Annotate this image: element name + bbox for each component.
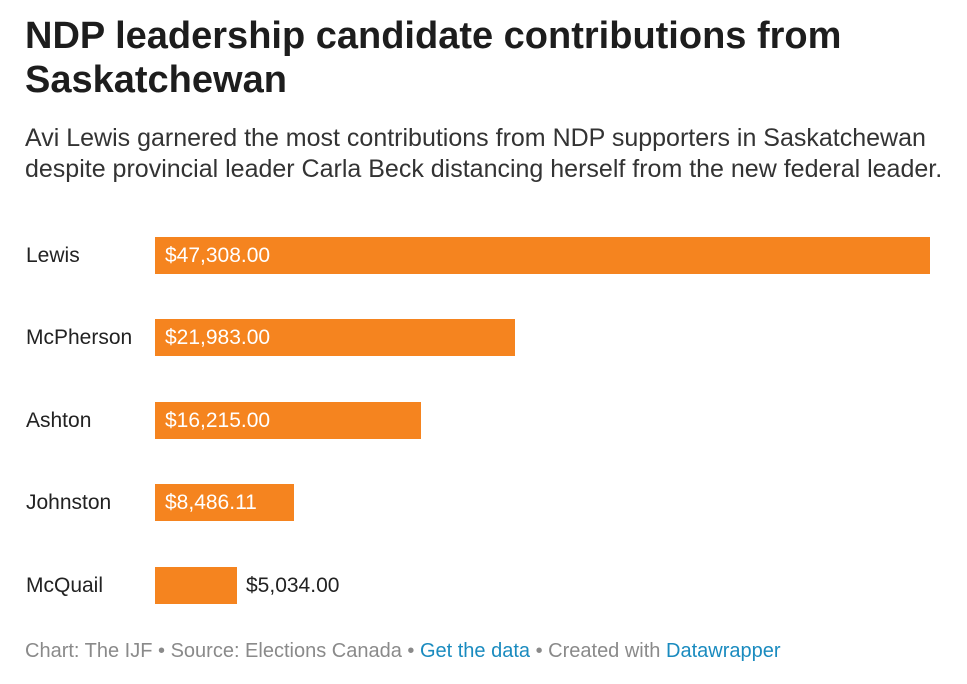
bar-row: Johnston $8,486.11 (0, 484, 967, 522)
footer-separator: • (401, 640, 420, 662)
value-label: $21,983.00 (165, 326, 271, 350)
category-label: Lewis (26, 244, 80, 267)
category-label: Ashton (26, 408, 92, 432)
datawrapper-link[interactable]: Datawrapper (666, 640, 781, 662)
bar-chart: Lewis $47,308.00 McPherson $21,983.00 Ashton… (0, 230, 967, 620)
value-label: $5,034.00 (246, 573, 340, 597)
value-label: $8,486.11 (165, 491, 257, 515)
footer-source: Source: Elections Canada (170, 640, 402, 662)
bar (155, 319, 515, 357)
footer-credit: Chart: The IJF (25, 640, 153, 662)
bar (155, 401, 421, 439)
bar (155, 484, 294, 522)
value-label: $47,308.00 (165, 244, 271, 267)
footer-created-with: Created with (548, 640, 661, 662)
get-the-data-link[interactable]: Get the data (419, 640, 531, 662)
category-label: Johnston (26, 491, 112, 515)
footer-separator: • (530, 640, 549, 662)
bar (155, 237, 930, 274)
chart-title: NDP leadership candidate contributions f… (25, 15, 842, 101)
category-label: McQuail (26, 573, 104, 597)
bar-row: Lewis $47,308.00 (0, 237, 967, 275)
bar-row: Ashton $16,215.00 (0, 401, 967, 440)
bar-row: McQuail $5,034.00 (0, 566, 967, 605)
chart-footer: Chart: The IJF • Source: Elections Canad… (25, 640, 781, 663)
bar-row: McPherson $21,983.00 (0, 319, 967, 357)
footer-separator: • (152, 640, 171, 662)
category-label: McPherson (26, 326, 133, 350)
chart-subtitle: Avi Lewis garnered the most contribution… (25, 124, 943, 183)
bar (155, 566, 237, 604)
value-label: $16,215.00 (165, 408, 271, 432)
